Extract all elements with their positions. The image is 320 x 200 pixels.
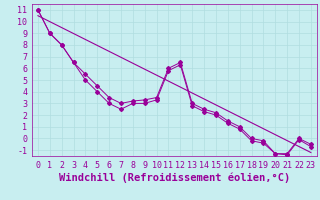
X-axis label: Windchill (Refroidissement éolien,°C): Windchill (Refroidissement éolien,°C)	[59, 173, 290, 183]
